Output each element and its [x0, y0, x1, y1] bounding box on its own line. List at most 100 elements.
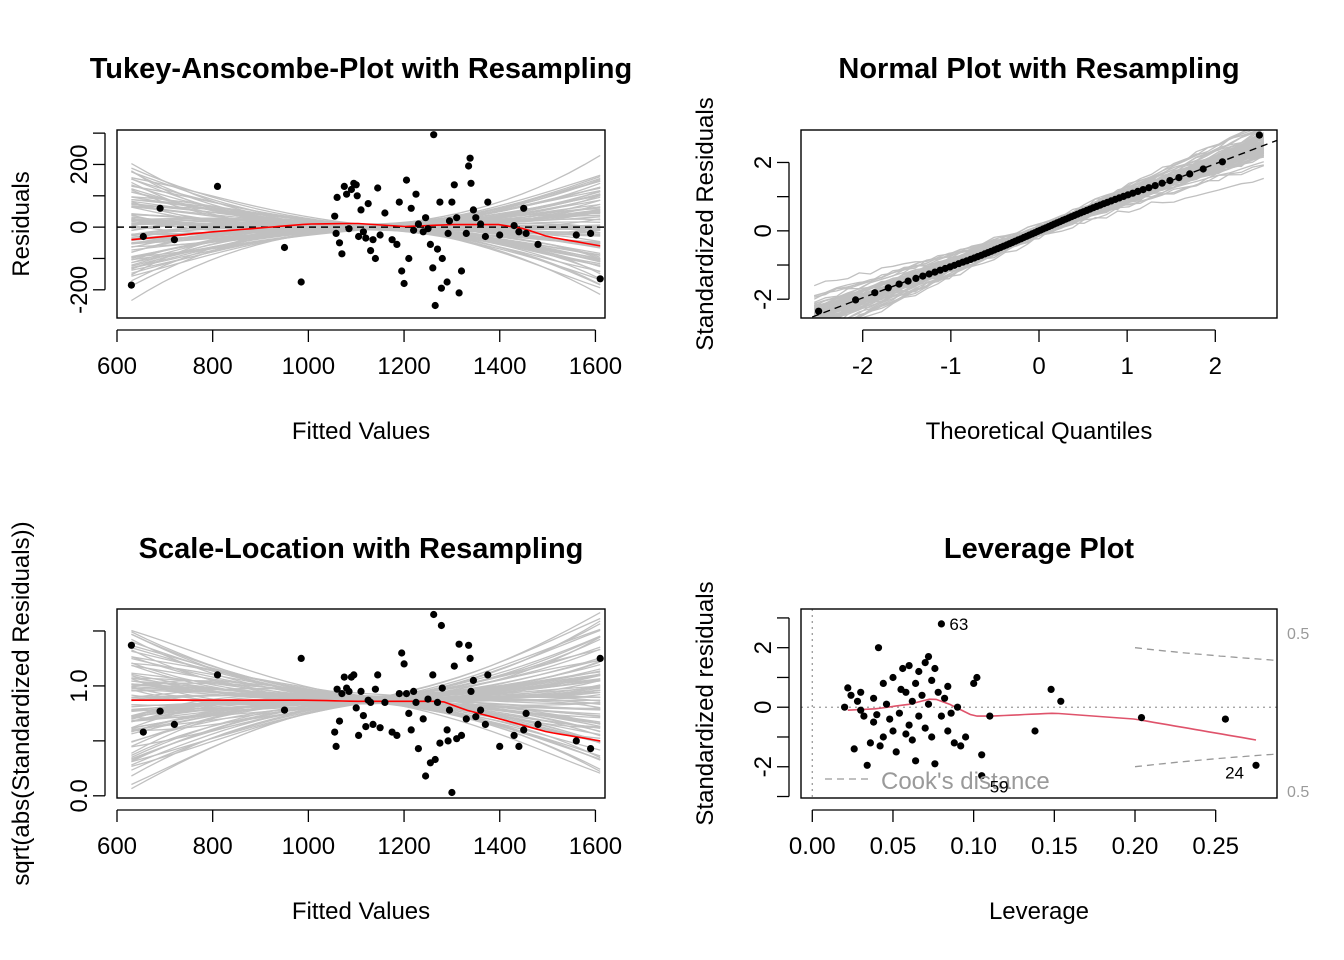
data-point: [445, 706, 454, 714]
y-axis-label: Standardized Residuals: [692, 97, 719, 351]
data-point: [297, 654, 305, 663]
x-tick-label: -1: [940, 353, 961, 380]
data-point: [381, 698, 389, 707]
y-tick-label: 0: [750, 224, 777, 237]
data-point: [871, 289, 879, 297]
data-point: [924, 653, 933, 661]
data-point: [419, 715, 427, 723]
plot-area: [127, 610, 604, 797]
data-point: [973, 673, 981, 682]
data-point: [462, 229, 470, 237]
data-point: [815, 307, 823, 315]
data-point: [572, 231, 580, 239]
y-tick-label: 2: [750, 156, 777, 169]
data-point: [457, 267, 466, 275]
data-point: [1255, 131, 1263, 139]
data-point: [359, 712, 367, 720]
data-point: [886, 715, 894, 723]
data-point: [170, 720, 178, 729]
chart-title: Normal Plot with Resampling: [838, 53, 1239, 85]
x-axis-label: Fitted Values: [292, 898, 430, 925]
x-tick-label: 0.05: [870, 833, 917, 860]
data-point: [1031, 727, 1039, 735]
resample-curve: [131, 211, 601, 235]
data-point: [381, 209, 389, 217]
data-point: [496, 742, 504, 751]
data-point: [335, 239, 344, 247]
resample-curve: [131, 184, 601, 273]
data-point: [429, 264, 437, 272]
data-point: [905, 721, 913, 729]
panel-leverage: Leverage Plot Leverage Standardized residu…: [692, 533, 1309, 925]
data-point: [453, 214, 461, 222]
data-point: [847, 691, 855, 699]
data-point: [369, 720, 377, 729]
x-tick-label: 1200: [377, 353, 430, 380]
data-point: [1166, 177, 1174, 185]
y-tick-label: 2: [750, 641, 777, 654]
data-point: [853, 697, 862, 705]
data-point: [515, 228, 523, 236]
data-point: [367, 698, 375, 707]
data-point: [429, 671, 437, 679]
x-tick-label: 1400: [473, 353, 526, 380]
data-point: [400, 660, 408, 668]
data-point: [876, 742, 884, 750]
data-point: [921, 724, 929, 732]
cooks-level-label: 0.5: [1287, 626, 1309, 643]
y-tick-label: 0: [66, 220, 93, 233]
resample-curve: [131, 671, 601, 719]
data-point: [297, 278, 305, 286]
data-point: [455, 640, 463, 648]
data-point: [433, 245, 442, 253]
data-point: [438, 684, 446, 692]
data-point: [928, 733, 936, 741]
data-point: [414, 220, 422, 228]
data-point: [437, 621, 445, 630]
data-point: [448, 788, 456, 797]
data-point: [430, 610, 438, 619]
data-point: [472, 713, 480, 721]
data-point: [433, 698, 442, 707]
data-point: [884, 284, 892, 292]
data-point: [156, 707, 164, 715]
data-point: [448, 198, 456, 206]
y-tick-label: -2: [750, 756, 777, 777]
data-point: [925, 270, 933, 278]
data-point: [1145, 184, 1153, 192]
data-point: [371, 254, 379, 263]
resample-curve: [814, 141, 1265, 305]
data-point: [596, 275, 604, 283]
x-tick-label: 1400: [473, 833, 526, 860]
data-point: [908, 736, 916, 744]
data-point: [331, 728, 339, 736]
data-point: [333, 193, 341, 201]
data-point: [430, 131, 438, 139]
data-point: [402, 176, 411, 184]
data-point: [904, 277, 912, 285]
data-point: [481, 720, 489, 729]
data-point: [477, 706, 485, 714]
smoother-line: [131, 222, 601, 247]
data-point: [388, 236, 396, 244]
data-point: [376, 724, 384, 732]
data-point: [1186, 170, 1194, 178]
data-point: [986, 712, 994, 720]
data-point: [844, 684, 852, 692]
data-point: [870, 694, 878, 702]
data-point: [407, 726, 415, 734]
data-point: [924, 700, 933, 708]
data-point: [915, 667, 923, 676]
y-axis-label: sqrt(abs(Standardized Residuals)): [8, 521, 35, 885]
data-point: [335, 717, 344, 725]
data-point: [405, 254, 413, 263]
data-point: [280, 243, 289, 252]
chart-title: Scale-Location with Resampling: [139, 533, 584, 565]
plot-area: [117, 131, 605, 310]
data-point: [139, 728, 147, 736]
plot-frame: [116, 608, 606, 799]
data-point: [510, 222, 518, 230]
data-point: [352, 704, 360, 712]
x-tick-label: 1: [1120, 353, 1133, 380]
data-point: [412, 698, 420, 707]
